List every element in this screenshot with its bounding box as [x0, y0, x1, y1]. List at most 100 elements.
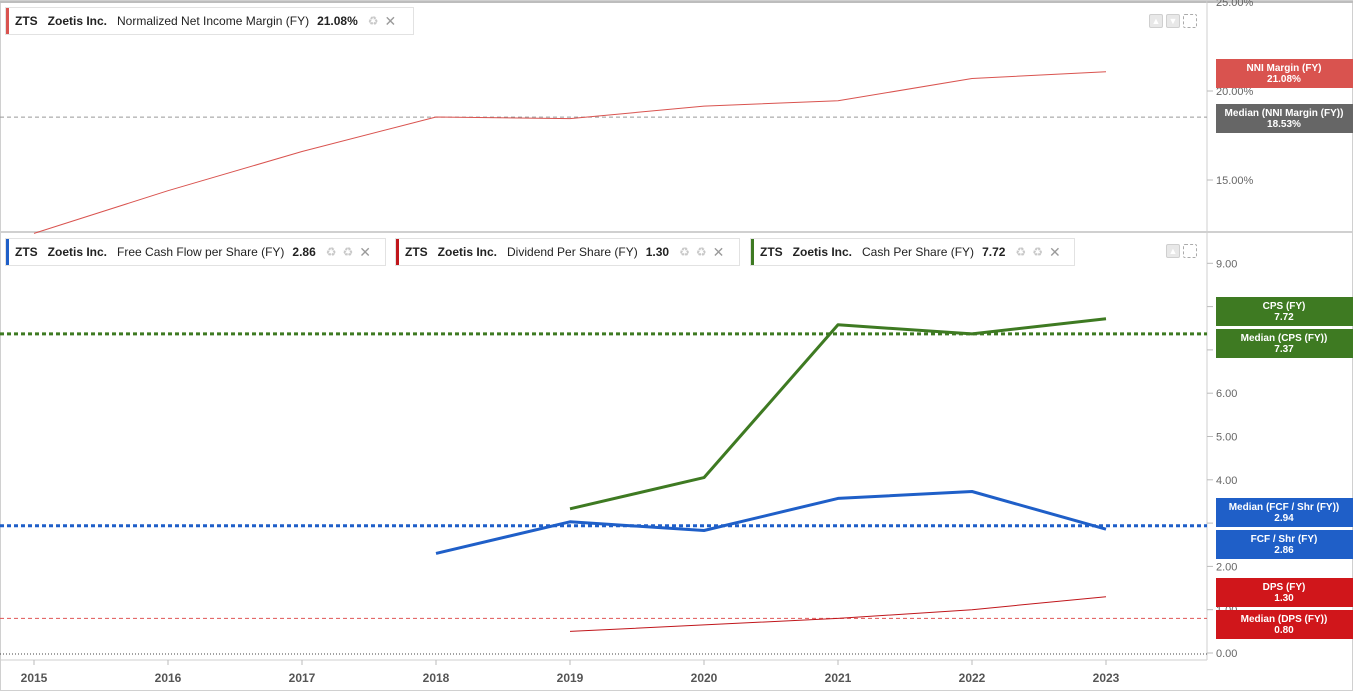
- data-point: [569, 630, 572, 633]
- chart-tool-icon[interactable]: ♻: [325, 245, 337, 259]
- data-point: [971, 490, 974, 493]
- x-tick-label: 2018: [423, 671, 450, 685]
- x-tick-label: 2016: [155, 671, 182, 685]
- legend-company: Zoetis Inc.: [47, 245, 108, 259]
- legend-dividend-per-share[interactable]: ZTS Zoetis Inc. Dividend Per Share (FY) …: [395, 238, 740, 266]
- y-tick-label: 20.00%: [1216, 86, 1254, 98]
- close-icon[interactable]: ✕: [384, 12, 397, 29]
- legend-ticker: ZTS: [15, 245, 38, 259]
- legend-metric-name: Dividend Per Share (FY): [507, 245, 638, 259]
- data-point: [703, 476, 706, 479]
- data-point: [837, 617, 840, 620]
- y-tick-label: 0.00: [1216, 648, 1237, 660]
- axis-value-tag-value: 2.86: [1274, 545, 1294, 556]
- bottom-pane-controls: ▲: [1166, 244, 1197, 258]
- data-point: [971, 77, 974, 80]
- legend-swatch: [6, 239, 9, 265]
- chart-tool-icon[interactable]: ♻: [1032, 245, 1043, 259]
- axis-value-tag-value: 21.08%: [1267, 74, 1301, 85]
- legend-swatch: [751, 239, 754, 265]
- series-line: [569, 596, 1107, 632]
- x-tick-label: 2023: [1093, 671, 1120, 685]
- axis-value-tag-bg: [1216, 59, 1353, 88]
- legend-company: Zoetis Inc.: [792, 245, 853, 259]
- top-pane-controls: ▲ ▼: [1149, 14, 1197, 28]
- data-point: [569, 117, 572, 120]
- data-point: [837, 99, 840, 102]
- axis-value-tag: Median (NNI Margin (FY))18.53%: [1216, 104, 1353, 133]
- arrow-down-icon[interactable]: ▼: [1166, 14, 1180, 28]
- legend-nni-margin[interactable]: ZTS Zoetis Inc. Normalized Net Income Ma…: [5, 7, 414, 35]
- chart-tool-icon[interactable]: ♻: [1015, 245, 1027, 259]
- legend-value: 2.86: [292, 245, 316, 259]
- data-point: [167, 189, 170, 192]
- data-point: [569, 520, 572, 523]
- close-icon[interactable]: ✕: [1048, 243, 1061, 260]
- arrow-up-icon[interactable]: ▲: [1149, 14, 1163, 28]
- series-line: [569, 317, 1107, 511]
- chart-tool-icon[interactable]: ♻: [695, 245, 707, 259]
- data-point: [971, 332, 974, 335]
- legend-company: Zoetis Inc.: [437, 245, 498, 259]
- legend-metric-name: Cash Per Share (FY): [862, 245, 975, 259]
- y-tick-label: 4.00: [1216, 475, 1237, 487]
- arrow-up-icon[interactable]: ▲: [1166, 244, 1180, 258]
- axis-value-tag-label: CPS (FY): [1263, 301, 1306, 312]
- data-point: [971, 608, 974, 611]
- data-point: [703, 529, 706, 532]
- x-tick-label: 2022: [959, 671, 986, 685]
- close-icon[interactable]: ✕: [359, 243, 372, 260]
- axis-value-tag: Median (CPS (FY))7.37: [1216, 329, 1353, 358]
- axis-value-tag-bg: [1216, 530, 1353, 559]
- x-tick-label: 2020: [691, 671, 718, 685]
- x-tick-label: 2017: [289, 671, 316, 685]
- axis-value-tag-label: NNI Margin (FY): [1247, 63, 1322, 74]
- data-point: [1105, 70, 1108, 73]
- axis-value-tag: Median (DPS (FY))0.80: [1216, 610, 1353, 639]
- x-tick-label: 2021: [825, 671, 852, 685]
- data-point: [435, 115, 438, 118]
- axis-value-tag: NNI Margin (FY)21.08%: [1216, 59, 1353, 88]
- y-tick-label: 2.00: [1216, 561, 1237, 573]
- axis-value-tag-bg: [1216, 297, 1353, 326]
- legend-metric-name: Normalized Net Income Margin (FY): [117, 14, 310, 28]
- x-tick-label: 2015: [21, 671, 48, 685]
- axis-value-tag-bg: [1216, 578, 1353, 607]
- data-point: [1105, 317, 1108, 320]
- chart-tool-icon[interactable]: ♻: [679, 245, 690, 259]
- legend-company: Zoetis Inc.: [47, 14, 108, 28]
- axis-value-tag-bg: [1216, 329, 1353, 358]
- data-point: [837, 497, 840, 500]
- axis-value-tag-label: Median (CPS (FY)): [1241, 333, 1328, 344]
- legend-metric-name: Free Cash Flow per Share (FY): [117, 245, 285, 259]
- data-point: [1105, 595, 1108, 598]
- axis-value-tag-value: 18.53%: [1267, 119, 1301, 130]
- axis-value-tag-value: 2.94: [1274, 513, 1294, 524]
- legend-cash-per-share[interactable]: ZTS Zoetis Inc. Cash Per Share (FY) 7.72…: [750, 238, 1075, 266]
- axis-value-tag: Median (FCF / Shr (FY))2.94: [1216, 498, 1353, 527]
- data-point: [435, 552, 438, 555]
- expand-icon[interactable]: [1183, 14, 1197, 28]
- axis-value-tag-value: 1.30: [1274, 593, 1294, 604]
- legend-ticker: ZTS: [760, 245, 783, 259]
- data-point: [703, 105, 706, 108]
- chart-tool-icon[interactable]: ♻: [342, 245, 354, 259]
- axis-value-tag-bg: [1216, 610, 1353, 639]
- axis-value-tag-label: Median (DPS (FY)): [1241, 614, 1328, 625]
- legend-value: 1.30: [645, 245, 670, 259]
- series-line: [435, 490, 1107, 555]
- axis-value-tag-label: Median (NNI Margin (FY)): [1225, 108, 1344, 119]
- x-tick-label: 2019: [557, 671, 584, 685]
- data-point: [1105, 528, 1108, 531]
- y-tick-label: 6.00: [1216, 388, 1237, 400]
- axis-value-tag-bg: [1216, 498, 1353, 527]
- chart-tool-icon[interactable]: ♻: [367, 14, 379, 28]
- legend-fcf-per-share[interactable]: ZTS Zoetis Inc. Free Cash Flow per Share…: [5, 238, 386, 266]
- axis-value-tag: DPS (FY)1.30: [1216, 578, 1353, 607]
- y-tick-label: 15.00%: [1216, 175, 1254, 187]
- expand-icon[interactable]: [1183, 244, 1197, 258]
- y-tick-label: 25.00%: [1216, 0, 1254, 9]
- close-icon[interactable]: ✕: [712, 243, 725, 260]
